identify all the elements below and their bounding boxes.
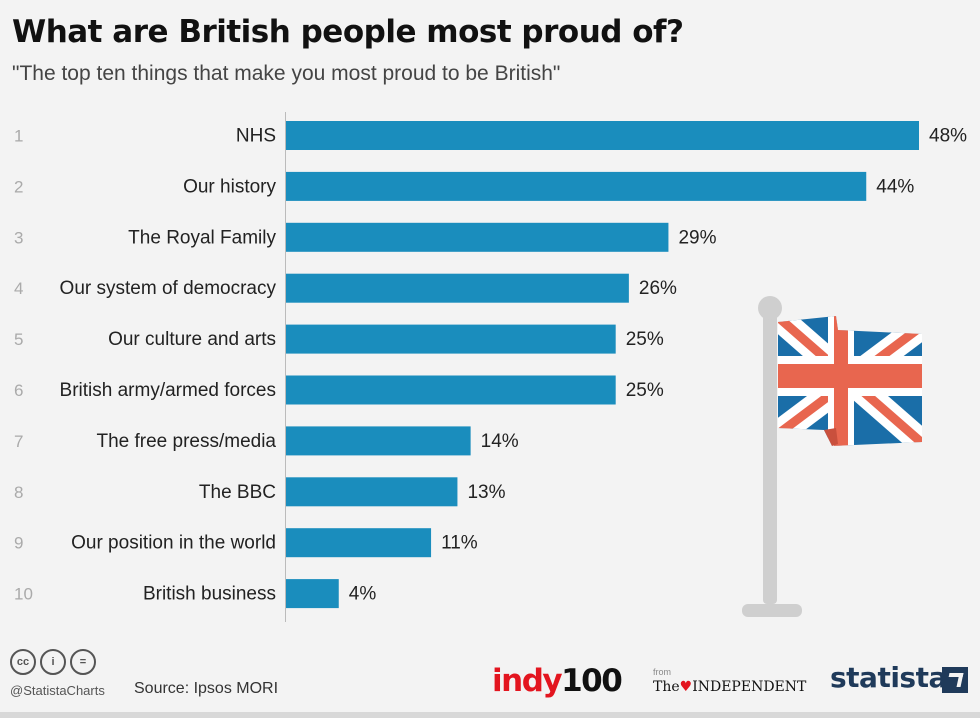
bar [286,579,339,609]
rank-label: 3 [14,228,23,247]
rank-label: 4 [14,279,23,298]
indy100-logo-indy: indy [492,663,563,699]
independent-logo[interactable]: The♥INDEPENDENT [653,679,806,695]
flag-pole-top [758,296,782,320]
source-note: Source: Ipsos MORI [134,680,279,697]
bar [286,121,919,150]
category-label: British business [143,584,276,605]
category-label: Our system of democracy [60,278,277,299]
flag-pole [763,312,777,604]
bar-chart: 1 NHS 48%2 Our history 44%3 The Royal Family 2… [14,112,967,622]
rank-label: 5 [14,330,23,349]
bar [286,426,471,456]
rank-label: 9 [14,534,23,553]
value-label: 44% [876,176,914,197]
bar [286,273,629,303]
value-label: 13% [467,482,505,503]
category-label: Our history [183,176,276,197]
rank-label: 1 [14,127,23,146]
statista-logo[interactable]: statista [830,661,947,694]
statista-logo-mark-icon [942,667,968,693]
value-label: 48% [929,126,967,147]
value-label: 25% [626,380,664,401]
category-label: The Royal Family [128,227,276,248]
rank-label: 2 [14,177,23,196]
value-label: 14% [481,431,519,452]
nd-icon: = [70,649,96,675]
rank-label: 10 [14,585,33,604]
category-label: The BBC [199,482,276,503]
category-label: NHS [236,126,276,147]
bar [286,171,867,201]
independent-logo-the: The [653,679,680,695]
page-title: What are British people most proud of? [12,14,684,50]
license-icons: cc i = [10,649,96,675]
bar [286,222,669,252]
indy100-logo[interactable]: indy100 [492,663,623,699]
rank-label: 6 [14,381,23,400]
heart-icon: ♥ [679,679,693,695]
category-label: The free press/media [96,431,276,452]
footer: cc i = @StatistaCharts Source: Ipsos MOR… [0,645,980,718]
category-label: Our position in the world [71,533,276,554]
value-label: 26% [639,278,677,299]
cc-icon: cc [10,649,36,675]
page-subtitle: "The top ten things that make you most p… [12,62,561,85]
indy100-logo-number: 100 [561,663,623,699]
bar [286,375,616,405]
bottom-strip [0,712,980,718]
statista-handle[interactable]: @StatistaCharts [10,683,105,698]
flag-cloth [778,316,922,446]
bar [286,477,458,507]
bar [286,324,616,354]
independent-logo-name: INDEPENDENT [692,679,807,695]
by-icon: i [40,649,66,675]
flag-pole-base [742,604,802,617]
from-label: from [653,667,671,677]
category-label: British army/armed forces [60,380,276,401]
rank-label: 8 [14,483,23,502]
category-label: Our culture and arts [108,329,276,350]
bar [286,528,432,558]
value-label: 4% [349,584,377,605]
rank-label: 7 [14,432,23,451]
value-label: 11% [441,533,478,554]
value-label: 25% [626,329,664,350]
union-jack-flag-icon [742,296,922,617]
value-label: 29% [678,227,716,248]
